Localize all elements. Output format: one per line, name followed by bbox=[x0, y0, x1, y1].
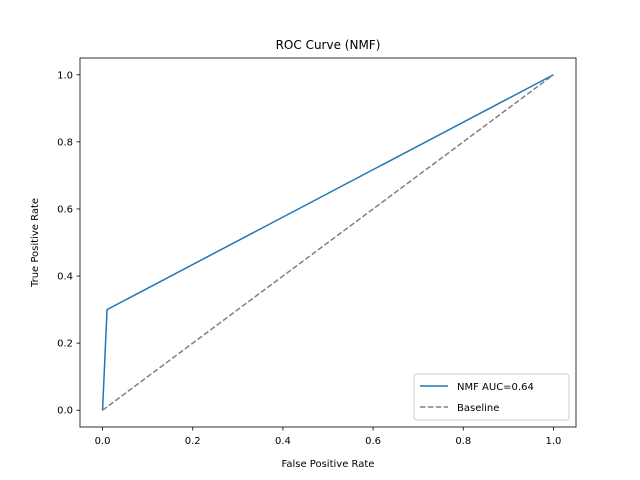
series-layer bbox=[101, 74, 554, 411]
series-line-baseline bbox=[102, 74, 554, 411]
series-line-nmf bbox=[101, 74, 554, 411]
plot-area bbox=[79, 57, 577, 428]
y-tick-label: 0.4 bbox=[57, 272, 73, 283]
x-tick-label: 0.6 bbox=[365, 436, 381, 447]
legend-label-nmf: NMF AUC=0.64 bbox=[457, 382, 534, 393]
legend: NMF AUC=0.64 Baseline bbox=[413, 373, 570, 421]
x-tick-label: 0.2 bbox=[185, 436, 201, 447]
x-axis-ticks: 0.0 0.2 0.4 0.6 0.8 1.0 bbox=[95, 427, 562, 447]
y-tick-label: 0.2 bbox=[57, 339, 73, 350]
x-tick-label: 0.8 bbox=[455, 436, 471, 447]
x-tick-label: 1.0 bbox=[546, 436, 562, 447]
y-axis-ticks: 0.0 0.2 0.4 0.6 0.8 1.0 bbox=[57, 70, 80, 417]
y-tick-label: 0.8 bbox=[57, 137, 73, 148]
chart-title: ROC Curve (NMF) bbox=[276, 38, 381, 52]
y-axis-label: True Positive Rate bbox=[30, 198, 41, 288]
x-tick-label: 0.4 bbox=[275, 436, 291, 447]
x-tick-label: 0.0 bbox=[95, 436, 111, 447]
legend-box bbox=[413, 373, 570, 421]
y-tick-label: 1.0 bbox=[57, 70, 73, 81]
plot-frame bbox=[79, 57, 577, 428]
y-tick-label: 0.6 bbox=[57, 204, 73, 215]
x-axis-label: False Positive Rate bbox=[282, 459, 375, 470]
y-tick-label: 0.0 bbox=[57, 406, 73, 417]
legend-label-baseline: Baseline bbox=[457, 403, 499, 414]
